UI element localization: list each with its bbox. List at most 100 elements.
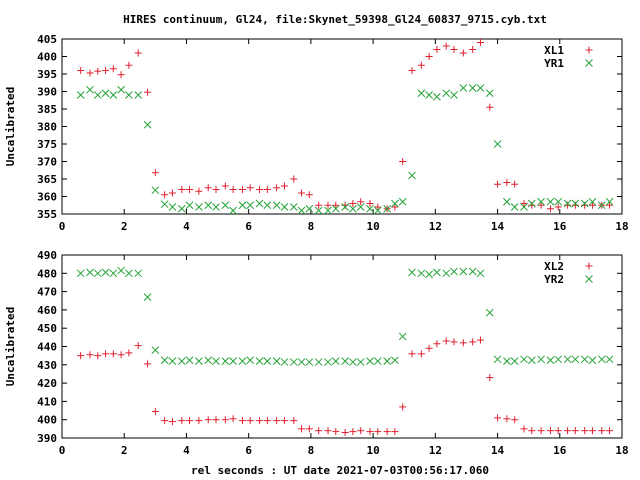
data-point: [546, 356, 555, 365]
data-point: [204, 356, 213, 365]
data-point: [101, 89, 110, 98]
data-point: [383, 357, 391, 365]
data-point: [298, 425, 306, 433]
data-point: [168, 357, 177, 365]
data-point: [161, 191, 169, 199]
data-point: [546, 427, 554, 435]
data-point: [117, 71, 125, 79]
data-point: [125, 61, 133, 69]
y-tick-label: 405: [37, 33, 57, 46]
data-point: [315, 201, 323, 209]
data-point: [503, 415, 511, 423]
data-point: [373, 357, 382, 365]
data-point: [546, 205, 554, 213]
data-point: [408, 67, 416, 74]
data-point: [109, 350, 117, 358]
data-point: [151, 186, 160, 195]
data-point: [109, 269, 118, 278]
data-point: [229, 206, 237, 215]
data-point: [450, 46, 458, 53]
y-tick-label: 490: [37, 249, 57, 262]
data-point: [459, 339, 467, 347]
data-point: [238, 186, 246, 193]
data-point: [109, 91, 118, 99]
data-point: [564, 427, 572, 435]
data-point: [510, 357, 519, 365]
data-point: [546, 197, 555, 206]
x-tick-label: 18: [615, 220, 628, 233]
x-tick-label: 12: [429, 444, 442, 457]
data-point: [606, 427, 614, 435]
data-point: [160, 356, 169, 365]
legend-marker: [585, 46, 593, 54]
y-tick-label: 400: [37, 51, 57, 64]
data-point: [160, 200, 169, 209]
data-point: [408, 268, 416, 277]
y-tick-label: 410: [37, 395, 57, 408]
data-point: [511, 416, 519, 424]
data-point: [76, 91, 85, 99]
data-point: [485, 89, 494, 98]
data-point: [290, 175, 298, 183]
data-point: [391, 428, 399, 436]
data-point: [398, 197, 407, 206]
y-axis-label: Uncalibrated: [4, 307, 17, 386]
data-point: [289, 203, 298, 211]
data-point: [305, 358, 314, 366]
data-point: [399, 403, 407, 411]
data-point: [212, 357, 220, 365]
data-point: [212, 203, 220, 211]
data-point: [537, 427, 545, 435]
data-point: [109, 65, 117, 73]
data-point: [151, 169, 159, 177]
data-point: [144, 88, 152, 96]
data-point: [186, 417, 194, 425]
data-point: [450, 91, 458, 99]
legend-marker: [585, 275, 593, 283]
data-point: [510, 203, 519, 211]
data-point: [383, 428, 391, 436]
data-point: [212, 186, 220, 193]
data-point: [305, 425, 313, 433]
data-point: [289, 358, 298, 366]
data-point: [238, 357, 247, 365]
data-point: [366, 200, 374, 207]
data-point: [178, 186, 186, 193]
data-point: [563, 355, 572, 364]
x-tick-label: 4: [183, 444, 190, 457]
data-point: [324, 206, 332, 215]
data-point: [417, 269, 426, 278]
data-point: [349, 204, 357, 213]
data-point: [143, 120, 152, 129]
x-axis-label: rel seconds : UT date 2021-07-03T00:56:1…: [191, 464, 489, 477]
data-point: [102, 350, 110, 358]
data-point: [486, 374, 494, 382]
bottom-panel: 390 400 410 420 430 440 450 460 470 480 490 0 2 4 6 8 10…: [4, 249, 629, 457]
y-tick-label: 480: [37, 267, 57, 280]
x-tick-label: 14: [491, 444, 505, 457]
data-point: [425, 270, 433, 279]
y-tick-label: 370: [37, 156, 57, 169]
data-point: [476, 84, 485, 92]
data-point: [238, 417, 246, 425]
y-tick-label: 430: [37, 359, 57, 372]
plot-frame: [61, 254, 623, 439]
data-point: [195, 417, 203, 425]
x-tick-label: 16: [553, 444, 567, 457]
data-point: [324, 201, 332, 209]
data-point: [263, 201, 272, 210]
data-point: [256, 186, 264, 193]
data-point: [391, 203, 399, 211]
data-point: [263, 417, 271, 425]
data-point: [442, 269, 451, 278]
data-point: [94, 67, 102, 75]
x-tick-label: 8: [308, 444, 315, 457]
legend-marker: [585, 59, 593, 67]
data-point: [204, 201, 213, 210]
legend-label: XL2: [544, 260, 564, 273]
data-point: [314, 206, 323, 215]
y-axis-label: Uncalibrated: [4, 87, 17, 166]
y-tick-label: 380: [37, 121, 57, 134]
data-point: [356, 203, 365, 211]
x-tick-label: 0: [59, 220, 66, 233]
